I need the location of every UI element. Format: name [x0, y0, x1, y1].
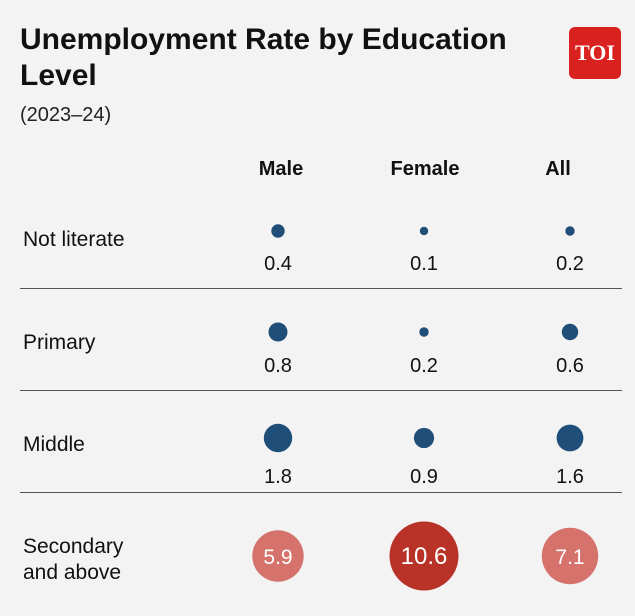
value-label-all: 0.2 [556, 253, 584, 275]
bubble-male [263, 423, 293, 453]
value-label-all: 1.6 [556, 466, 584, 488]
bubble-all [565, 226, 575, 236]
value-label-female: 0.1 [410, 253, 438, 275]
bubble-all [561, 323, 579, 341]
bubble-female [419, 327, 429, 337]
row-label-middle: Middle [23, 433, 85, 456]
bubble-all [556, 424, 584, 452]
column-header-male: Male [258, 158, 304, 180]
row-divider [20, 390, 622, 391]
row-label-secondary: Secondary and above [23, 535, 124, 584]
value-label-male: 0.4 [264, 253, 292, 275]
bubble-female [419, 226, 429, 236]
bubble-female [413, 427, 435, 449]
value-label-female: 10.6 [401, 543, 448, 570]
row-divider [20, 492, 622, 493]
chart-title: Unemployment Rate by Education Level [20, 23, 507, 92]
bubble-male [252, 530, 304, 582]
value-label-all: 7.1 [555, 546, 584, 569]
value-label-male: 0.8 [264, 355, 292, 377]
value-label-male: 1.8 [264, 466, 292, 488]
row-divider [20, 288, 622, 289]
chart-subtitle: (2023–24) [20, 104, 112, 126]
bubble-female [389, 521, 459, 591]
value-label-male: 5.9 [263, 546, 292, 569]
value-label-female: 0.9 [410, 466, 438, 488]
bubble-male [268, 322, 288, 342]
row-label-primary: Primary [23, 331, 96, 354]
bubble-all [541, 527, 599, 585]
value-label-female: 0.2 [410, 355, 438, 377]
column-header-all: All [545, 158, 571, 180]
row-label-not-literate: Not literate [23, 228, 125, 251]
column-header-female: Female [390, 158, 460, 180]
toi-logo: TOI [569, 27, 621, 79]
value-label-all: 0.6 [556, 355, 584, 377]
bubble-male [271, 224, 285, 238]
